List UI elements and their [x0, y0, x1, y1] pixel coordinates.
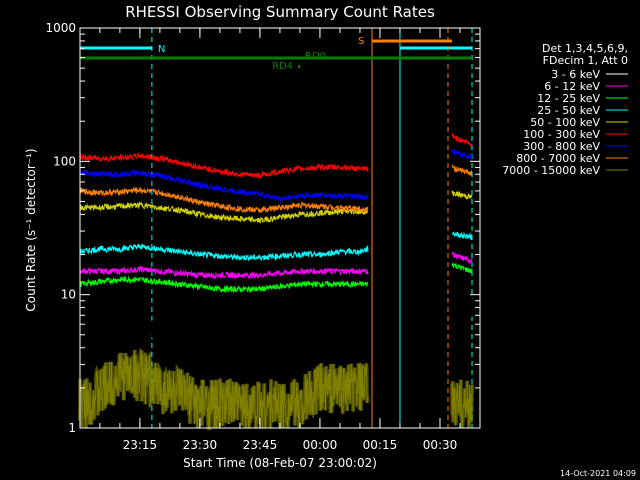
series-line-0-outline	[79, 286, 473, 351]
x-tick-label: 00:30	[423, 438, 458, 452]
y-tick-label: 10	[61, 288, 76, 302]
x-tick-label: 00:00	[303, 438, 338, 452]
y-axis-label: Count Rate (s⁻¹ detector⁻¹)	[24, 148, 38, 311]
x-tick-label: 23:45	[243, 438, 278, 452]
y-tick-label: 1	[68, 421, 76, 435]
y-tick-label: 1000	[45, 21, 76, 35]
legend-entry-label: 7000 - 15000 keV	[502, 164, 600, 177]
series-line-1	[79, 251, 473, 280]
legend-entry-label: 50 - 100 keV	[530, 116, 600, 129]
legend-header-line: Det 1,3,4,5,6,9,	[542, 42, 628, 55]
legend-entry-label: 800 - 7000 keV	[516, 152, 600, 165]
plot-area: N S RD0 RD4	[77, 28, 474, 430]
legend-entry-label: 12 - 25 keV	[537, 92, 600, 105]
axis-ticks: 1 10 100 1000 23:15 23:30 23:45 00:00 00:15 00:30	[45, 21, 481, 452]
legend-entry-label: 300 - 800 keV	[523, 140, 600, 153]
series-line-6	[79, 149, 473, 204]
series-line-5	[79, 133, 473, 180]
legend-header-line: FDecim 1, Att 0	[543, 54, 628, 67]
series-line-0	[79, 286, 473, 351]
timestamp: 14-Oct-2021 04:09	[560, 469, 636, 478]
y-tick-label: 100	[53, 154, 76, 168]
legend-entry-label: 6 - 12 keV	[544, 80, 600, 93]
series-line-4	[79, 190, 473, 224]
series-line-olive-band	[77, 348, 474, 430]
rd4-marker	[298, 65, 300, 68]
saa-label: S	[358, 36, 364, 47]
series-line-3	[79, 231, 473, 262]
series-line-2	[79, 262, 473, 294]
x-tick-label: 23:30	[183, 438, 218, 452]
x-tick-label: 23:15	[123, 438, 158, 452]
chart-title: RHESSI Observing Summary Count Rates	[125, 3, 435, 21]
night-label: N	[158, 44, 165, 55]
legend: Det 1,3,4,5,6,9,FDecim 1, Att 03 - 6 keV…	[502, 42, 628, 177]
legend-entry-label: 25 - 50 keV	[537, 104, 600, 117]
legend-entry-label: 3 - 6 keV	[551, 68, 600, 81]
rd0-label: RD0	[305, 51, 326, 62]
legend-entry-label: 100 - 300 keV	[523, 128, 600, 141]
rd4-label: RD4	[272, 61, 293, 72]
series-line-7	[79, 164, 473, 214]
x-axis-label: Start Time (08-Feb-07 23:00:02)	[183, 456, 377, 470]
x-tick-label: 00:15	[363, 438, 398, 452]
